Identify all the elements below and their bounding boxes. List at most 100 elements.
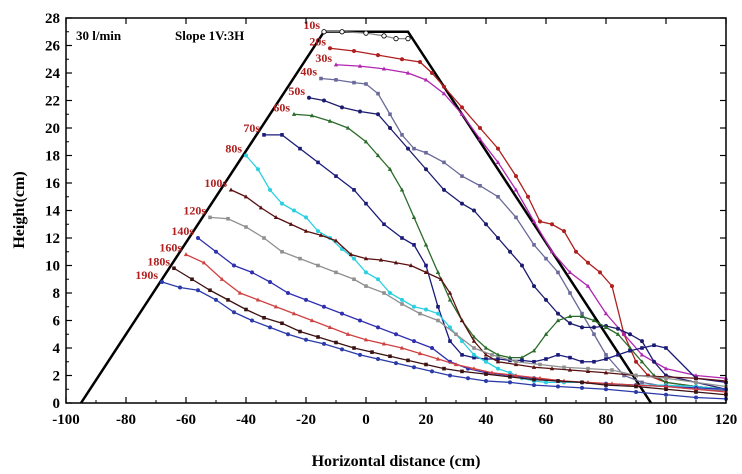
y-tick-label: 18	[45, 149, 60, 165]
data-point	[393, 260, 399, 265]
data-point	[316, 160, 320, 165]
data-point	[478, 183, 482, 188]
data-point	[328, 46, 332, 51]
data-point	[381, 66, 387, 71]
data-point	[394, 361, 398, 366]
data-point	[190, 277, 194, 282]
data-point	[556, 384, 560, 389]
data-point	[580, 325, 584, 330]
data-point	[447, 297, 453, 302]
data-point	[363, 30, 369, 36]
data-point	[178, 285, 182, 290]
data-point	[652, 343, 656, 348]
x-tick-label: -20	[296, 412, 316, 428]
data-point	[616, 326, 620, 331]
data-point	[358, 352, 362, 357]
data-point	[232, 263, 236, 268]
data-point	[556, 379, 560, 383]
data-point	[556, 353, 560, 357]
data-point	[352, 256, 356, 261]
data-point	[532, 243, 536, 247]
data-point	[303, 228, 309, 233]
data-point	[393, 36, 399, 42]
data-point	[489, 370, 495, 375]
data-point	[388, 354, 392, 359]
data-point	[408, 263, 414, 268]
data-point	[442, 366, 446, 371]
data-point	[412, 365, 416, 370]
data-point	[399, 187, 405, 192]
data-point	[639, 352, 645, 357]
data-point	[580, 380, 584, 385]
data-point	[514, 215, 518, 220]
data-point	[550, 222, 554, 227]
data-point	[412, 146, 416, 151]
data-point	[586, 366, 590, 371]
data-point	[307, 95, 311, 100]
data-point	[484, 359, 488, 364]
data-point	[364, 82, 368, 86]
data-point	[460, 105, 464, 110]
data-point	[652, 359, 656, 364]
data-point	[442, 160, 446, 165]
y-tick-label: 6	[53, 314, 61, 330]
data-point	[411, 214, 417, 219]
data-point	[628, 348, 632, 353]
data-point	[160, 280, 164, 284]
data-point	[447, 290, 453, 295]
series-label-140s: 140s	[171, 224, 194, 238]
data-point	[663, 366, 669, 371]
data-point	[466, 376, 470, 381]
data-point	[322, 304, 326, 309]
series-label-40s: 40s	[300, 65, 317, 79]
data-point	[316, 229, 320, 234]
data-point	[417, 351, 423, 356]
data-point	[531, 219, 537, 224]
data-point	[604, 357, 608, 361]
y-tick-label: 8	[53, 286, 61, 302]
data-point	[532, 377, 536, 382]
data-point	[316, 335, 320, 339]
data-point	[345, 331, 351, 336]
data-point	[291, 111, 297, 116]
data-point	[381, 33, 387, 39]
series-30s	[333, 62, 729, 380]
data-point	[562, 365, 566, 370]
data-point	[352, 277, 356, 282]
data-point	[580, 311, 584, 316]
data-point	[592, 359, 596, 364]
data-point	[201, 260, 207, 265]
data-point	[340, 105, 344, 110]
data-point	[441, 91, 447, 96]
data-point	[513, 373, 519, 378]
data-point	[484, 357, 488, 361]
data-point	[693, 386, 699, 391]
data-point	[544, 357, 548, 361]
data-point	[288, 221, 294, 226]
data-point	[460, 353, 464, 357]
data-point	[298, 146, 302, 151]
data-point	[604, 383, 608, 387]
data-point	[496, 357, 500, 361]
data-point	[520, 263, 524, 268]
data-point	[196, 288, 200, 293]
data-point	[574, 249, 578, 254]
data-point	[183, 252, 189, 257]
data-point	[376, 91, 380, 96]
data-point	[244, 153, 248, 158]
data-point	[604, 387, 608, 392]
data-point	[484, 222, 488, 227]
data-point	[388, 126, 392, 130]
y-tick-label: 10	[45, 259, 60, 275]
data-point	[609, 381, 615, 386]
data-point	[610, 368, 614, 372]
data-point	[490, 353, 494, 357]
series-line	[161, 281, 727, 400]
data-point	[495, 359, 501, 364]
data-point	[424, 263, 428, 268]
data-point	[304, 215, 308, 220]
data-point	[352, 188, 356, 192]
series-100s	[228, 187, 729, 383]
data-point	[214, 249, 218, 254]
